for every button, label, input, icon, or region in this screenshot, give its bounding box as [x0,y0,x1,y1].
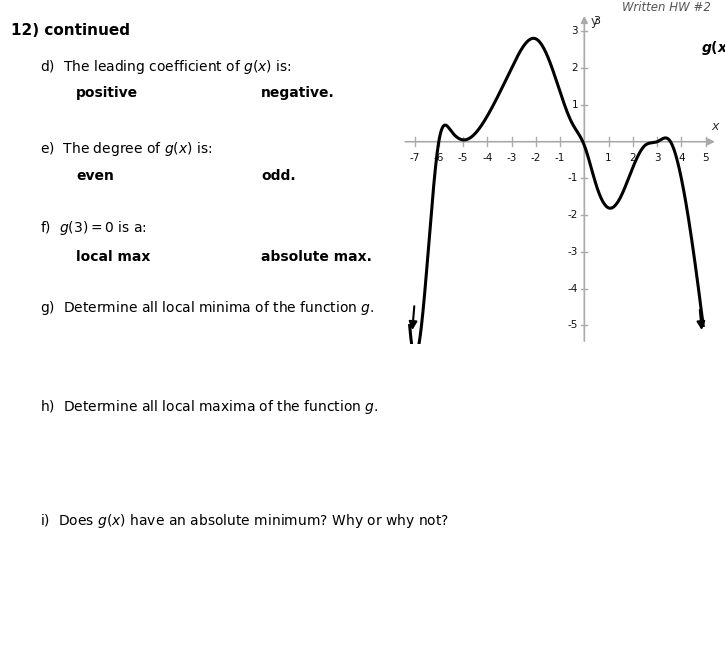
Text: -2: -2 [568,210,579,220]
Text: x: x [712,120,719,132]
Text: f)  $g(3) = 0$ is a:: f) $g(3) = 0$ is a: [40,219,146,237]
Text: odd.: odd. [261,169,296,183]
Text: positive: positive [76,86,138,100]
Text: 12) continued: 12) continued [11,23,130,38]
Text: e)  The degree of $g(x)$ is:: e) The degree of $g(x)$ is: [40,140,212,158]
Text: 5: 5 [703,153,709,162]
Text: absolute max.: absolute max. [261,250,372,264]
Text: 2: 2 [571,64,579,73]
Text: -6: -6 [434,153,444,162]
Text: g)  Determine all local minima of the function $g$.: g) Determine all local minima of the fun… [40,299,375,317]
Text: -5: -5 [568,320,579,331]
Text: 1: 1 [571,100,579,110]
Text: d)  The leading coefficient of $g(x)$ is:: d) The leading coefficient of $g(x)$ is: [40,58,291,75]
Text: -4: -4 [568,284,579,293]
Text: -5: -5 [457,153,468,162]
Text: h)  Determine all local maxima of the function $g$.: h) Determine all local maxima of the fun… [40,398,378,415]
Text: -3: -3 [506,153,517,162]
Text: 2: 2 [629,153,636,162]
Text: local max: local max [76,250,151,264]
Text: 4: 4 [678,153,684,162]
Text: 3: 3 [593,16,600,26]
Text: 3: 3 [571,26,579,37]
Text: -2: -2 [531,153,541,162]
Text: -1: -1 [555,153,566,162]
Text: 1: 1 [605,153,612,162]
Text: 3: 3 [654,153,660,162]
Text: i)  Does $g(x)$ have an absolute minimum? Why or why not?: i) Does $g(x)$ have an absolute minimum?… [40,512,449,530]
Text: -1: -1 [568,174,579,183]
Text: -7: -7 [410,153,420,162]
Text: -4: -4 [482,153,492,162]
Text: $\boldsymbol{g(x)}$: $\boldsymbol{g(x)}$ [701,39,725,57]
Text: Written HW #2: Written HW #2 [621,1,710,14]
Text: even: even [76,169,114,183]
Text: negative.: negative. [261,86,335,100]
Text: y: y [590,15,597,28]
Text: -3: -3 [568,247,579,257]
